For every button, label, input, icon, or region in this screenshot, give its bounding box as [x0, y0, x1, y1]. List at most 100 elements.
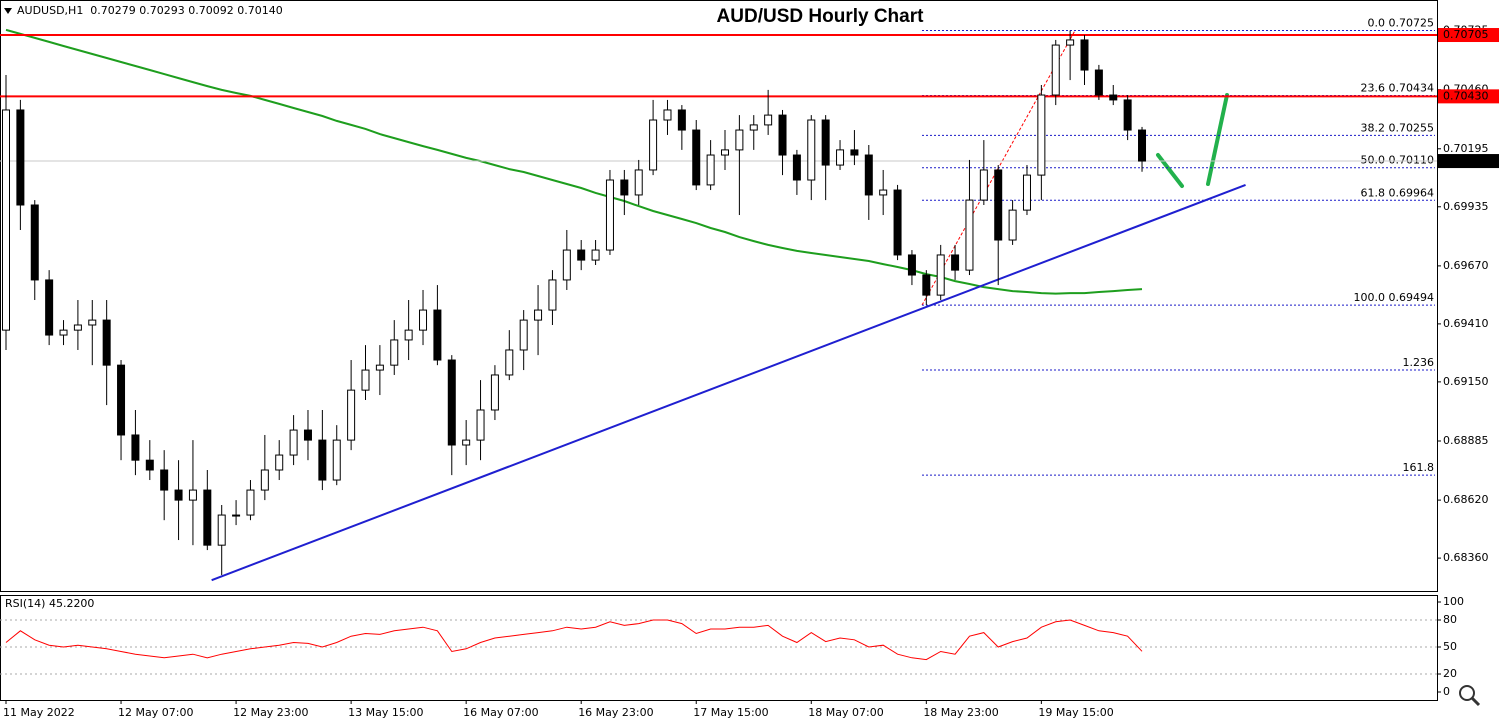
fib-label: 23.6 0.70434	[1361, 81, 1434, 94]
candle-body	[59, 329, 68, 336]
candle-body	[749, 124, 758, 131]
candle-body	[979, 169, 988, 201]
candle-body	[102, 319, 111, 366]
candle-body	[490, 374, 499, 411]
candle-body	[318, 439, 327, 481]
candle-body	[1008, 209, 1017, 241]
candle-body	[548, 279, 557, 311]
candle-body	[577, 249, 586, 261]
x-tick-label: 16 May 07:00	[463, 706, 538, 719]
candle-body	[735, 129, 744, 151]
chart-title: AUD/USD Hourly Chart	[717, 6, 925, 27]
y-tick-label: 0.69150	[1443, 375, 1489, 388]
arrow-down	[1156, 153, 1184, 188]
candle-body	[30, 204, 39, 281]
candle-body	[188, 489, 197, 501]
candle-body	[562, 249, 571, 281]
candle-body	[994, 169, 1003, 241]
candle-body	[864, 154, 873, 196]
candle-body	[505, 349, 514, 376]
candle-body	[836, 149, 845, 166]
arrow-up	[1206, 93, 1229, 186]
candle-body	[922, 274, 931, 296]
moving-average	[5, 28, 1143, 295]
candle-body	[1037, 94, 1046, 176]
candle-body	[1123, 99, 1132, 131]
zoom-icon[interactable]	[1459, 685, 1481, 707]
x-tick-label: 18 May 07:00	[808, 706, 883, 719]
candle-body	[792, 154, 801, 181]
candle-body	[131, 434, 140, 461]
candle-body	[476, 409, 485, 441]
candle-body	[88, 319, 97, 326]
fib-label: 61.8 0.69964	[1361, 186, 1434, 199]
x-tick-label: 18 May 23:00	[923, 706, 998, 719]
x-tick-label: 13 May 15:00	[348, 706, 423, 719]
candle-body	[375, 364, 384, 371]
candle-body	[951, 254, 960, 271]
candle-body	[45, 279, 54, 336]
candle-body	[117, 364, 126, 436]
candle-body	[16, 109, 25, 206]
rsi-tick-label: 20	[1443, 667, 1457, 680]
rsi-tick-label: 80	[1443, 613, 1457, 626]
x-tick-label: 16 May 23:00	[578, 706, 653, 719]
fib-label: 50.0 0.70110	[1361, 154, 1434, 167]
zoom-lens[interactable]	[1459, 685, 1475, 701]
candle-body	[936, 254, 945, 296]
candle-body	[706, 154, 715, 186]
y-tick-label: 0.68360	[1443, 551, 1489, 564]
candle-body	[677, 109, 686, 131]
candle-body	[591, 249, 600, 261]
candle-body	[764, 114, 773, 126]
candle-body	[447, 359, 456, 446]
candle-body	[73, 324, 82, 331]
candle-body	[1080, 39, 1089, 71]
candle-body	[534, 309, 543, 321]
candle-body	[850, 149, 859, 156]
candle-body	[1094, 69, 1103, 96]
rsi-panel-border	[0, 595, 1438, 701]
candle-body	[275, 454, 284, 471]
y-tick-label: 0.68620	[1443, 493, 1489, 506]
candle-body	[404, 329, 413, 341]
candle-body	[1022, 174, 1031, 211]
rsi-tick-label: 100	[1443, 595, 1464, 608]
x-tick-label: 12 May 23:00	[233, 706, 308, 719]
candle-body	[893, 189, 902, 256]
fib-label: 161.8	[1403, 461, 1435, 474]
candle-body	[821, 119, 830, 166]
price-box-label: 0.70430	[1443, 89, 1489, 102]
rsi-tick-label: 0	[1443, 685, 1450, 698]
rsi-tick-label: 50	[1443, 640, 1457, 653]
candle-body	[2, 109, 10, 331]
candle-body	[260, 469, 269, 491]
collapse-icon[interactable]	[4, 8, 12, 14]
candle-body	[1066, 39, 1075, 46]
candle-body	[879, 189, 888, 196]
candle-body	[462, 439, 471, 446]
x-tick-label: 17 May 15:00	[693, 706, 768, 719]
trendline	[211, 183, 1246, 582]
x-tick-label: 11 May 2022	[3, 706, 75, 719]
fib-label: 1.236	[1403, 356, 1435, 369]
price-box-label: 0.70705	[1443, 28, 1489, 41]
symbol-header: AUDUSD,H1 0.70279 0.70293 0.70092 0.7014…	[17, 4, 283, 17]
price-panel-border	[0, 0, 1438, 592]
candle-body	[605, 179, 614, 251]
candle-body	[1109, 94, 1118, 101]
candle-body	[145, 459, 154, 471]
price-box	[1438, 154, 1499, 169]
candle-body	[390, 339, 399, 366]
candle-body	[692, 129, 701, 186]
y-tick-label: 0.70195	[1443, 142, 1489, 155]
candle-body	[174, 489, 183, 501]
candle-body	[289, 429, 298, 456]
y-tick-label: 0.69935	[1443, 200, 1489, 213]
candle-body	[232, 514, 241, 517]
zoom-handle[interactable]	[1470, 696, 1481, 707]
candle-body	[965, 199, 974, 271]
candle-body	[907, 254, 916, 276]
